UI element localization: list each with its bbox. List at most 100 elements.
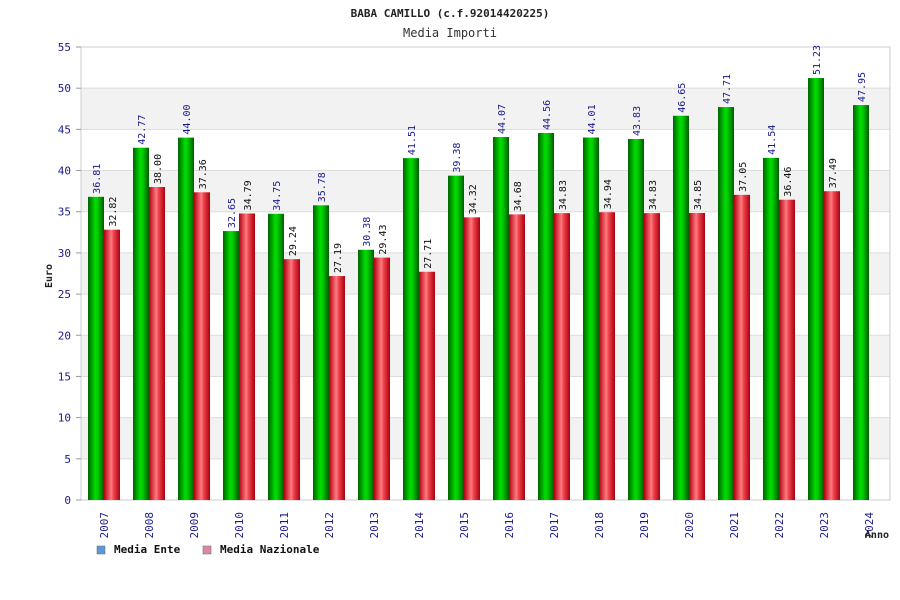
bar-media-ente (88, 196, 104, 500)
bar-media-nazionale (554, 213, 570, 501)
value-label: 34.79 (243, 180, 254, 210)
plot-band (81, 294, 890, 336)
bar-media-nazionale (734, 194, 750, 501)
value-labels: 36.81 42.77 44.00 32.65 34.75 35.78 30.38 41.51… (92, 45, 868, 273)
x-tick-label: 2022 (773, 512, 786, 539)
value-label: 36.46 (783, 167, 794, 197)
value-label: 47.71 (722, 74, 733, 104)
x-tick-label: 2015 (458, 512, 471, 539)
bar-media-nazionale (824, 191, 840, 500)
y-axis-ticks: 0 5 10 15 20 25 30 35 40 45 50 55 (58, 41, 81, 507)
value-label: 34.83 (558, 180, 569, 210)
bar-media-nazionale (284, 259, 300, 500)
bar-media-nazionale (104, 229, 120, 500)
y-tick-label: 15 (58, 370, 71, 383)
legend: Media Ente Media Nazionale (96, 543, 320, 556)
x-tick-label: 2012 (323, 512, 336, 539)
plot-band (81, 376, 890, 418)
x-tick-label: 2020 (683, 512, 696, 539)
x-tick-label: 2007 (98, 512, 111, 539)
x-tick-label: 2016 (503, 512, 516, 539)
x-tick-label: 2010 (233, 512, 246, 539)
plot-band (81, 129, 890, 171)
value-label: 27.19 (333, 243, 344, 273)
x-tick-label: 2019 (638, 512, 651, 539)
x-axis-label: Anno (865, 530, 889, 541)
x-tick-label: 2017 (548, 512, 561, 539)
legend-swatch-media-ente (96, 545, 106, 555)
bar-media-ente (763, 157, 779, 500)
y-tick-label: 35 (58, 206, 71, 219)
bar-media-ente (673, 115, 689, 501)
value-label: 42.77 (137, 115, 148, 145)
value-label: 32.65 (227, 198, 238, 228)
legend-label-media-ente: Media Ente (114, 543, 181, 556)
x-tick-label: 2013 (368, 512, 381, 539)
bar-media-nazionale (509, 214, 525, 500)
x-tick-label: 2024 (863, 512, 876, 539)
plot-band (81, 88, 890, 130)
chart-subtitle: Media Importi (403, 26, 497, 40)
bar-media-ente (178, 137, 194, 500)
value-label: 34.75 (272, 181, 283, 211)
plot-band (81, 211, 890, 253)
bars (88, 78, 869, 501)
value-label: 38.00 (153, 154, 164, 184)
value-label: 34.85 (693, 180, 704, 210)
bar-media-ente (538, 132, 554, 500)
value-label: 51.23 (812, 45, 823, 75)
x-tick-label: 2008 (143, 512, 156, 539)
value-label: 47.95 (857, 72, 868, 102)
y-tick-label: 30 (58, 247, 71, 260)
y-tick-label: 5 (64, 453, 71, 466)
value-label: 41.54 (767, 125, 778, 155)
legend-swatch-media-nazionale (202, 545, 212, 555)
y-tick-label: 25 (58, 288, 71, 301)
bar-media-ente (583, 137, 599, 500)
y-tick-label: 20 (58, 329, 71, 342)
bar-media-ente (628, 139, 644, 500)
x-axis-ticks: 2007 2008 2009 2010 2011 2012 2013 2014 2015 2016… (98, 512, 876, 539)
y-tick-label: 45 (58, 123, 71, 136)
value-label: 46.65 (677, 83, 688, 113)
plot-band (81, 252, 890, 295)
y-tick-label: 10 (58, 412, 71, 425)
bar-media-ente (493, 137, 509, 501)
value-label: 44.56 (542, 100, 553, 130)
value-label: 32.82 (108, 197, 119, 227)
plot-band (81, 47, 890, 89)
value-label: 34.94 (603, 179, 614, 209)
bar-media-nazionale (329, 276, 345, 500)
value-label: 34.32 (468, 184, 479, 214)
plot-background (81, 47, 890, 500)
value-label: 44.01 (587, 104, 598, 134)
bar-media-ente (313, 205, 329, 500)
value-label: 36.81 (92, 164, 103, 194)
chart-title: BABA CAMILLO (c.f.92014420225) (351, 7, 550, 20)
bar-media-nazionale (374, 257, 390, 500)
bar-media-ente (853, 105, 869, 501)
bar-media-nazionale (419, 271, 435, 500)
bar-media-ente (358, 249, 374, 500)
value-label: 29.43 (378, 224, 389, 254)
bar-media-nazionale (464, 217, 480, 500)
legend-label-media-nazionale: Media Nazionale (220, 543, 320, 556)
plot-frame (80, 46, 891, 501)
bar-media-ente (223, 231, 239, 500)
bar-media-nazionale (239, 213, 255, 500)
y-tick-label: 0 (64, 494, 71, 507)
bar-media-ente (133, 147, 149, 501)
value-label: 39.38 (452, 143, 463, 173)
value-label: 37.49 (828, 158, 839, 188)
bar-media-ente (448, 175, 464, 501)
x-tick-label: 2023 (818, 512, 831, 539)
plot-band (81, 417, 890, 459)
value-label: 37.36 (198, 159, 209, 189)
value-label: 30.38 (362, 217, 373, 247)
bar-media-nazionale (689, 212, 705, 501)
x-tick-label: 2014 (413, 512, 426, 539)
x-tick-label: 2018 (593, 512, 606, 539)
value-label: 37.05 (738, 162, 749, 192)
